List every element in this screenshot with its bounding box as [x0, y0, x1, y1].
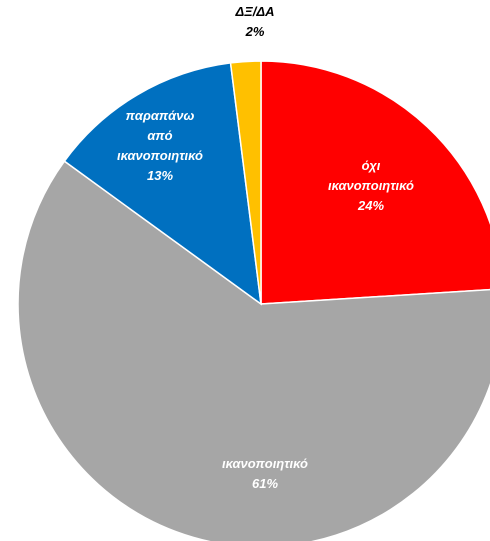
pie-category-label: ΔΞ/ΔΑ — [235, 4, 275, 19]
pie-category-label: ικανοποιητικό — [328, 178, 414, 193]
pie-value-label: 61% — [252, 476, 278, 491]
pie-value-label: 13% — [147, 168, 173, 183]
pie-slice-2 — [63, 62, 262, 306]
pie-label-0: όχι ικανοποιητικό 24% — [328, 158, 414, 213]
pie-category-label: ικανοποιητικό — [222, 456, 308, 471]
pie-slice-3 — [229, 60, 262, 305]
pie-value-label: 2% — [245, 24, 265, 39]
pie-label-2: παραπάνω από ικανοποιητικό 13% — [117, 108, 203, 183]
pie-label-1: ικανοποιητικό 61% — [222, 456, 308, 491]
pie-category-label: από — [147, 128, 172, 143]
pie-category-label: παραπάνω — [126, 108, 195, 123]
pie-slices — [17, 60, 490, 541]
pie-category-label: όχι — [362, 158, 381, 173]
pie-label-3: ΔΞ/ΔΑ 2% — [235, 4, 275, 39]
pie-slice-0 — [260, 60, 490, 305]
pie-labels: όχι ικανοποιητικό 24% ικανοποιητικό 61% παραπ… — [117, 4, 414, 491]
pie-slice-1 — [17, 160, 490, 541]
pie-category-label: ικανοποιητικό — [117, 148, 203, 163]
pie-value-label: 24% — [357, 198, 384, 213]
